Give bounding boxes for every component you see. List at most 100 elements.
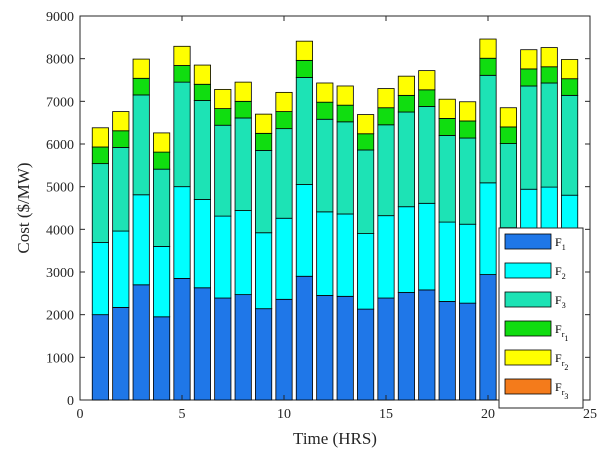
legend-swatch-F3 (504, 291, 552, 308)
bar-segment-F3-6 (193, 100, 211, 200)
bar-segment-Fr2-20 (479, 38, 497, 59)
bar-segment-F3-17 (418, 106, 436, 204)
bar-segment-Fr2-12 (316, 82, 334, 103)
legend-swatch-F2 (504, 262, 552, 279)
bar-segment-F3-19 (459, 137, 477, 225)
bar-segment-F1-20 (479, 274, 497, 401)
bar-segment-F2-6 (193, 199, 211, 289)
bar-segment-Fr2-22 (520, 49, 538, 70)
legend-swatch-F1 (504, 233, 552, 250)
y-tick-label: 7000 (46, 95, 74, 110)
legend-label-Fr2: Fr2 (555, 351, 568, 372)
bar-segment-Fr2-8 (234, 81, 252, 102)
x-tick-label: 0 (77, 407, 84, 422)
bar-segment-Fr1-19 (459, 120, 477, 139)
bar-segment-Fr2-10 (275, 91, 293, 112)
bar-segment-F3-23 (540, 82, 558, 188)
bar-segment-Fr1-18 (438, 118, 456, 136)
bar-segment-Fr2-1 (91, 127, 109, 148)
y-axis-label: Cost ($/MW) (14, 162, 33, 253)
bar-segment-Fr2-6 (193, 64, 211, 85)
bar-segment-Fr2-14 (357, 114, 375, 135)
bar-segment-Fr1-13 (336, 104, 354, 123)
bar-segment-F2-18 (438, 221, 456, 302)
bar-segment-Fr1-23 (540, 66, 558, 84)
y-tick-label: 4000 (46, 223, 74, 238)
bar-segment-Fr1-10 (275, 111, 293, 130)
bar-segment-Fr2-4 (153, 132, 171, 153)
bar-segment-Fr2-24 (561, 59, 579, 80)
legend-swatch-Fr2 (504, 349, 552, 366)
bar-segment-Fr1-9 (255, 132, 273, 151)
bar-segment-F1-14 (357, 308, 375, 401)
y-tick-label: 1000 (46, 351, 74, 366)
bar-segment-F1-3 (132, 284, 150, 401)
bar-segment-Fr1-20 (479, 57, 497, 76)
legend-swatch-Fr3 (504, 378, 552, 395)
bar-segment-F2-16 (397, 206, 415, 293)
legend-box (498, 227, 584, 409)
bar-segment-Fr2-13 (336, 85, 354, 106)
x-axis-ticks: 0 5 10 15 20 25 (77, 16, 597, 422)
y-tick-label: 9000 (46, 10, 74, 25)
bar-segment-F3-8 (234, 117, 252, 211)
bar-segment-Fr1-5 (173, 65, 191, 83)
bar-segment-Fr2-21 (499, 107, 517, 128)
bar-segment-Fr1-6 (193, 83, 211, 101)
bar-segment-F1-13 (336, 295, 354, 401)
bar-segment-Fr2-2 (112, 111, 130, 132)
bar-segment-F3-20 (479, 74, 497, 184)
legend-swatch-Fr1 (504, 320, 552, 337)
legend-label-F3: F3 (555, 293, 566, 310)
bar-segment-Fr1-3 (132, 77, 150, 96)
bar-segment-F3-16 (397, 111, 415, 208)
bar-segment-F2-1 (91, 242, 109, 316)
y-tick-label: 3000 (46, 266, 74, 281)
bar-segment-F1-5 (173, 277, 191, 401)
bar-segment-Fr1-2 (112, 130, 130, 148)
bar-segment-Fr2-19 (459, 101, 477, 122)
bar-segment-F1-7 (214, 297, 232, 401)
bar-segment-F2-11 (295, 184, 313, 277)
bar-segment-Fr2-15 (377, 88, 395, 109)
bar-segment-F1-2 (112, 307, 130, 401)
bar-segment-Fr1-21 (499, 126, 517, 144)
bar-segment-F2-7 (214, 215, 232, 299)
bar-segment-Fr2-7 (214, 88, 232, 109)
bar-segment-F2-2 (112, 230, 130, 308)
bar-segment-Fr1-1 (91, 146, 109, 165)
y-tick-label: 5000 (46, 181, 74, 196)
bar-segment-Fr1-4 (153, 151, 171, 170)
y-axis-ticks: 0 1000 2000 3000 4000 5000 6000 7000 8000 9000 (46, 10, 590, 409)
x-axis-label: Time (HRS) (293, 429, 377, 448)
y-tick-label: 2000 (46, 309, 74, 324)
bar-segment-F1-4 (153, 316, 171, 401)
bar-segment-F2-4 (153, 245, 171, 318)
bar-segment-F1-19 (459, 302, 477, 401)
bar-segment-F1-6 (193, 287, 211, 401)
y-tick-label: 0 (67, 394, 74, 409)
bar-segment-F3-9 (255, 149, 273, 234)
x-tick-label: 20 (481, 407, 495, 422)
bar-segment-Fr1-22 (520, 68, 538, 87)
legend-label-F2: F2 (555, 264, 566, 281)
bar-segment-F1-16 (397, 292, 415, 401)
bar-segment-F3-22 (520, 85, 538, 190)
x-tick-label: 5 (179, 407, 186, 422)
bar-segment-Fr1-15 (377, 107, 395, 126)
bar-segment-F2-12 (316, 211, 334, 296)
bar-segment-F2-9 (255, 232, 273, 310)
bar-segment-F1-1 (91, 314, 109, 401)
bar-segment-Fr2-11 (295, 40, 313, 61)
bar-segment-F2-13 (336, 213, 354, 297)
bar-segment-F1-12 (316, 295, 334, 401)
bar-segment-F2-8 (234, 210, 252, 296)
legend-label-Fr3: Fr3 (555, 380, 568, 401)
bar-segment-Fr1-17 (418, 89, 436, 107)
legend-label-F1: F1 (555, 235, 566, 252)
bar-segment-F3-12 (316, 118, 334, 213)
y-tick-label: 6000 (46, 138, 74, 153)
bar-segment-F3-1 (91, 163, 109, 243)
bar-segment-F3-2 (112, 147, 130, 232)
